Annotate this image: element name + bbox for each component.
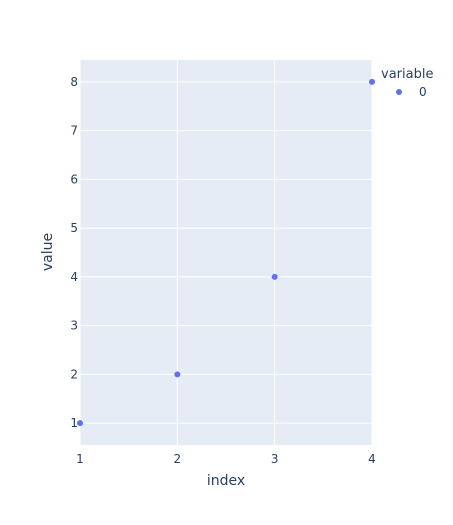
x-tick-label: 4 [368, 452, 376, 466]
grid-lines [79, 60, 373, 445]
legend-items: 0 [396, 85, 427, 99]
x-tick-label: 2 [174, 452, 182, 466]
y-tick-label: 1 [70, 416, 78, 430]
y-tick-label: 7 [70, 124, 78, 138]
y-tick-label: 8 [70, 75, 78, 89]
y-tick-label: 3 [70, 319, 78, 333]
data-point[interactable] [369, 78, 375, 85]
plot-background [80, 60, 372, 445]
x-tick-label: 3 [271, 452, 279, 466]
y-tick-label: 4 [70, 270, 78, 284]
data-point[interactable] [271, 273, 278, 280]
y-tick-labels: 1 2 3 4 5 6 7 8 [70, 75, 78, 430]
data-point[interactable] [77, 420, 83, 427]
data-point[interactable] [174, 371, 181, 378]
y-tick-label: 2 [70, 367, 78, 381]
x-tick-labels: 1 2 3 4 [76, 452, 376, 466]
x-tick-label: 1 [76, 452, 84, 466]
y-tick-label: 5 [70, 221, 78, 235]
legend-marker [396, 89, 402, 95]
y-tick-label: 6 [70, 172, 78, 186]
x-axis-title: index [207, 473, 245, 489]
legend[interactable]: variable 0 [381, 67, 433, 99]
legend-title: variable [381, 67, 433, 82]
y-axis-title: value [40, 233, 56, 271]
legend-label: 0 [419, 85, 427, 99]
data-points [77, 78, 375, 427]
